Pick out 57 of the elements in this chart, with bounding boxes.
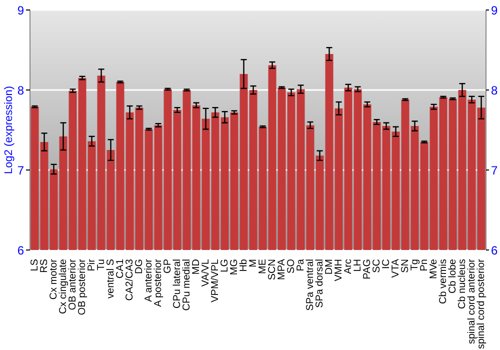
- x-tick-label: spinal cord posterior: [476, 258, 487, 350]
- x-tick-label: LS: [29, 258, 40, 272]
- x-tick-label: Pn: [418, 259, 430, 272]
- x-tick-label: GP: [162, 258, 174, 274]
- x-tick-label: SCN: [266, 259, 278, 280]
- x-tick-label: DM: [324, 259, 335, 275]
- x-tick-label: CA2/CA3: [124, 258, 136, 301]
- x-tick-label: DG: [134, 258, 145, 274]
- x-tick-label: MPA: [276, 258, 288, 280]
- x-tick-label: OB posterior: [76, 258, 88, 316]
- x-tick-label: Cb nucleus: [456, 259, 468, 310]
- x-tick-label: spinal cord anterior: [466, 258, 478, 344]
- x-tick-label: MVe: [428, 258, 440, 280]
- y2-tick-label: 7: [491, 163, 498, 178]
- x-tick-label: SC: [371, 259, 382, 273]
- x-tick-label: PAG: [362, 258, 373, 280]
- x-tick-label: CA1: [114, 258, 126, 278]
- x-tick-label: LH: [352, 259, 364, 272]
- y2-tick-label: 8: [491, 83, 498, 98]
- y-tick-label: 7: [17, 163, 24, 178]
- y2-tick-label: 6: [491, 243, 498, 258]
- x-tick-label: MD: [190, 259, 202, 275]
- x-tick-label: OB anterior: [67, 258, 78, 310]
- x-tick-label: M: [248, 259, 259, 268]
- x-tick-label: SO: [286, 258, 297, 274]
- x-tick-label: Cb vermis: [438, 259, 449, 304]
- x-tick-label: RS: [38, 258, 50, 273]
- y2-tick-label: 9: [491, 3, 498, 18]
- x-tick-label: Arc: [342, 259, 354, 274]
- x-tick-label: A posterior: [152, 258, 164, 307]
- y-tick-label: 6: [17, 243, 24, 258]
- x-tick-label: VTA: [390, 258, 402, 278]
- x-tick-label: Cx cingulate: [58, 258, 69, 314]
- x-tick-label: IC: [380, 259, 392, 269]
- x-tick-label: CPu lateral: [172, 259, 183, 308]
- x-tick-label: A anterior: [143, 258, 154, 302]
- x-tick-label: LG: [219, 258, 230, 272]
- y-tick-label: 9: [17, 3, 24, 18]
- x-tick-label: VA/VL: [200, 258, 212, 287]
- x-tick-label: SPa ventral: [304, 259, 316, 311]
- x-tick-label: ventral S: [105, 258, 116, 298]
- x-tick-label: SPa dorsal: [314, 259, 326, 308]
- x-tick-label: Tu: [96, 259, 107, 270]
- x-tick-label: Cx motor: [48, 258, 60, 300]
- x-tick-label: Cb lobe: [447, 258, 458, 294]
- x-tick-label: MG: [228, 258, 240, 276]
- x-tick-label: Hb: [238, 258, 250, 272]
- x-tick-label: ME: [257, 258, 268, 274]
- x-tick-label: Pa: [295, 258, 306, 272]
- y-tick-label: 8: [17, 83, 24, 98]
- x-tick-label: VPM/VPL: [210, 258, 221, 302]
- x-tick-label: Pir: [86, 258, 98, 272]
- x-tick-label: Tg: [409, 259, 420, 271]
- x-tick-label: CPu medial: [181, 259, 192, 311]
- x-tick-label: VMH: [333, 259, 344, 282]
- y-axis-title: Log2 (expression): [2, 86, 15, 174]
- x-tick-label: SN: [400, 259, 411, 273]
